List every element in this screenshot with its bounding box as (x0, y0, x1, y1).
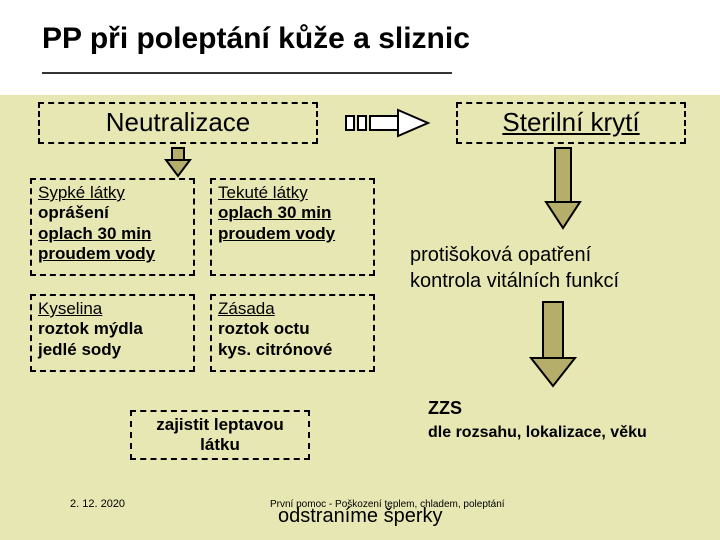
arrow-down-icon (160, 146, 196, 180)
box-sypke: Sypké látky oprášení oplach 30 min proud… (30, 178, 195, 276)
slide-date: 2. 12. 2020 (70, 498, 125, 510)
box-zasada: Zásada roztok octu kys. citrónové (210, 294, 375, 372)
box-kyselina-header: Kyselina (38, 299, 187, 319)
box-tekute: Tekuté látky oplach 30 min proudem vody (210, 178, 375, 276)
box-sypke-l3: proudem vody (38, 244, 187, 264)
box-tekute-l1: oplach 30 min (218, 203, 367, 223)
box-sypke-header: Sypké látky (38, 183, 187, 203)
box-leptavou-label: zajistit leptavou látku (156, 415, 284, 454)
box-kyselina-l1: roztok mýdla (38, 319, 187, 339)
antisok-text: protišoková opatření kontrola vitálních … (410, 242, 619, 294)
antisok-l2: kontrola vitálních funkcí (410, 268, 619, 294)
box-kyselina-l2: jedlé sody (38, 340, 187, 360)
box-sterilni-label: Sterilní krytí (502, 107, 639, 137)
box-kyselina: Kyselina roztok mýdla jedlé sody (30, 294, 195, 372)
arrow-down-icon (540, 146, 586, 232)
box-leptavou: zajistit leptavou látku (130, 410, 310, 460)
box-zasada-l2: kys. citrónové (218, 340, 367, 360)
box-sterilni: Sterilní krytí (456, 102, 686, 144)
box-neutralizace-label: Neutralizace (106, 107, 251, 137)
box-tekute-header: Tekuté látky (218, 183, 367, 203)
zzs-label: ZZS (428, 398, 462, 419)
sperky-text: odstraníme šperky (278, 505, 443, 528)
box-tekute-l2: proudem vody (218, 224, 367, 244)
arrow-right-icon (340, 104, 440, 140)
box-neutralizace: Neutralizace (38, 102, 318, 144)
dle-label: dle rozsahu, lokalizace, věku (428, 424, 647, 442)
box-sypke-l2: oplach 30 min (38, 224, 187, 244)
box-zasada-l1: roztok octu (218, 319, 367, 339)
title-underline (42, 72, 452, 74)
box-zasada-header: Zásada (218, 299, 367, 319)
arrow-down-icon (525, 300, 581, 390)
slide-title: PP při poleptání kůže a sliznic (42, 22, 470, 56)
antisok-l1: protišoková opatření (410, 242, 619, 268)
box-sypke-l1: oprášení (38, 203, 187, 223)
